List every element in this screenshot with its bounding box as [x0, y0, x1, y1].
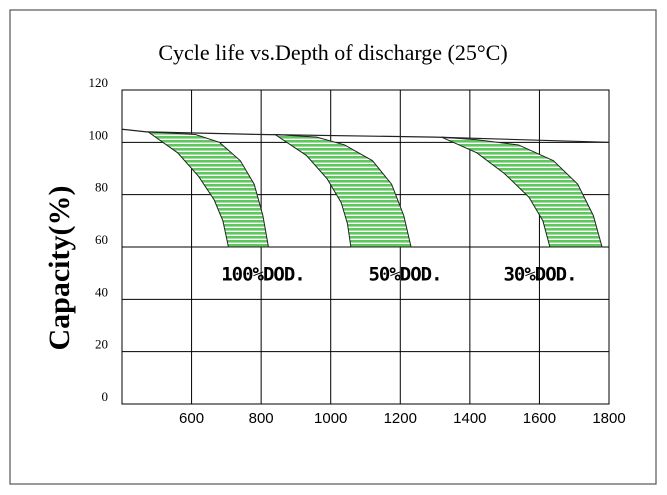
- frame: [9, 9, 657, 485]
- y-tick-label: 60: [95, 232, 108, 247]
- capacity-band: [441, 136, 603, 248]
- y-tick-label: 100: [89, 127, 109, 142]
- y-axis-label: Capacity(%): [43, 186, 76, 351]
- capacity-band: [273, 133, 412, 248]
- x-tick-label: 1600: [523, 410, 556, 427]
- x-tick-label: 1400: [453, 410, 486, 427]
- band-label: 30%DOD.: [503, 264, 576, 286]
- x-tick-label: 600: [179, 410, 204, 427]
- y-tick-label: 20: [95, 337, 108, 352]
- y-tick-label: 80: [95, 180, 108, 195]
- y-tick-label: 120: [89, 75, 109, 90]
- band-label: 100%DOD.: [221, 264, 305, 286]
- band-label: 50%DOD.: [368, 264, 441, 286]
- chart-title: Cycle life vs.Depth of discharge (25°C): [158, 40, 507, 65]
- x-tick-label: 1000: [314, 410, 347, 427]
- capacity-band: [146, 131, 270, 248]
- capacity-line: [121, 128, 610, 143]
- x-tick-label: 1800: [592, 410, 625, 427]
- y-tick-label: 0: [102, 389, 109, 404]
- x-tick-label: 1200: [384, 410, 417, 427]
- y-tick-label: 40: [95, 284, 108, 299]
- x-tick-label: 800: [249, 410, 274, 427]
